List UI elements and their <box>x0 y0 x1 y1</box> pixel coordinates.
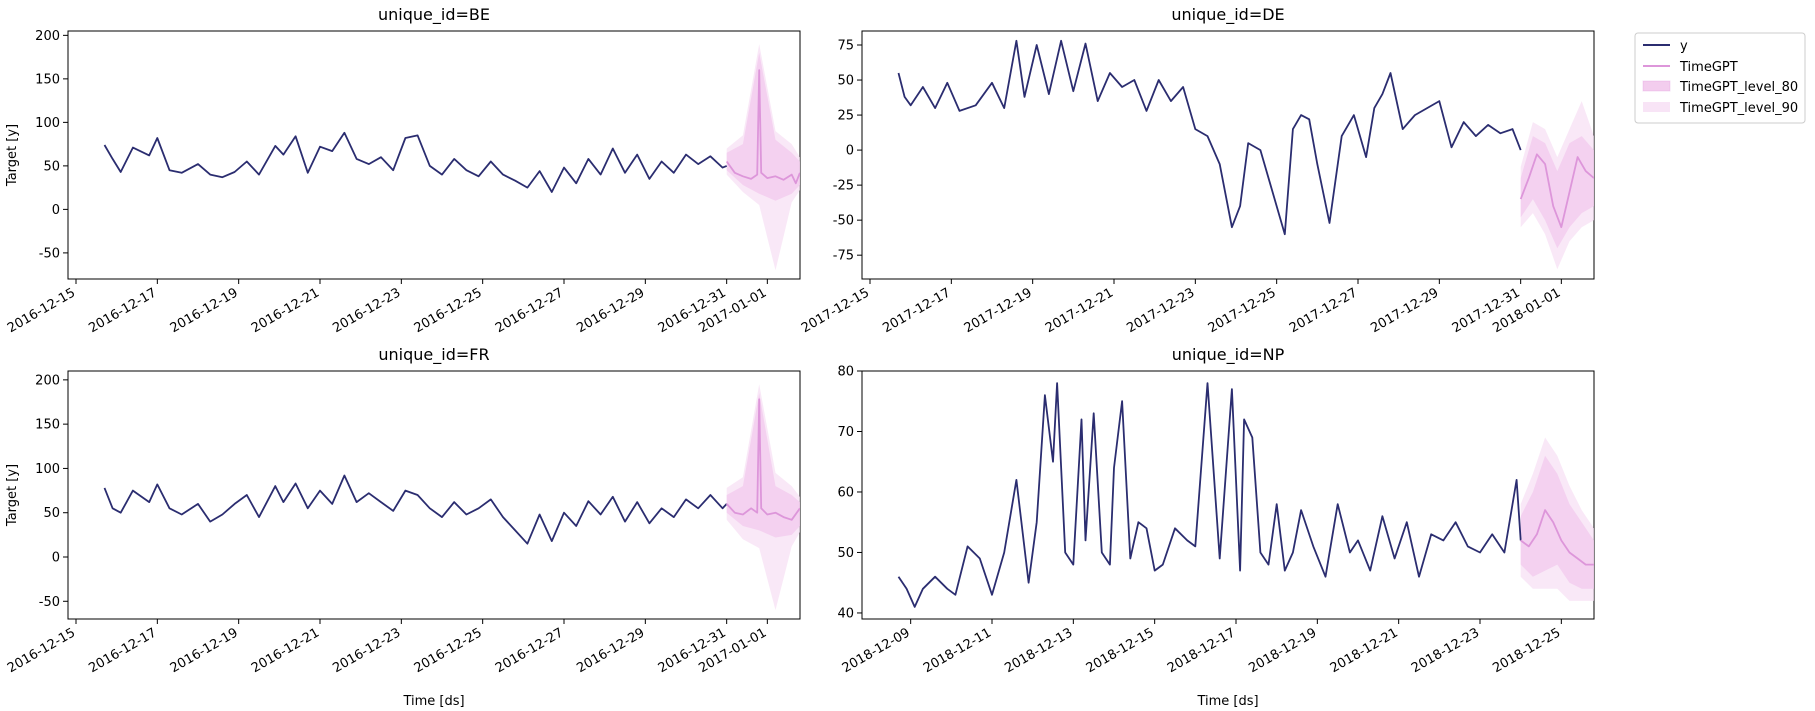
y-tick-label: -25 <box>833 179 854 194</box>
series-line-timegpt <box>726 398 800 521</box>
axes-frame <box>861 370 1595 620</box>
x-tick-label: 2016-12-23 <box>330 285 403 336</box>
plot-area <box>103 44 800 271</box>
x-tick-label: 2018-12-25 <box>1490 625 1563 676</box>
plot-area <box>897 382 1594 608</box>
panel-title: unique_id=DE <box>1171 5 1284 25</box>
legend-label-y: y <box>1680 39 1688 54</box>
legend-label-timegpt: TimeGPT <box>1679 60 1738 75</box>
y-tick-label: 60 <box>837 485 854 500</box>
x-tick-label: 2017-12-15 <box>799 285 872 336</box>
series-line-timegpt <box>1520 509 1594 566</box>
legend-swatch-level-90 <box>1643 102 1670 112</box>
x-tick-label: 2018-12-13 <box>1002 625 1075 676</box>
y-tick-label: -50 <box>39 246 60 261</box>
y-tick-label: 100 <box>35 116 60 131</box>
x-tick-label: 2016-12-21 <box>249 625 322 676</box>
y-tick-label: 200 <box>35 373 60 388</box>
y-tick-label: 0 <box>52 551 60 566</box>
legend-swatch-level-80 <box>1642 80 1671 92</box>
x-axis-label: Time [ds] <box>1196 694 1258 709</box>
panel-title: unique_id=BE <box>378 5 490 25</box>
series-line-timegpt <box>725 69 800 185</box>
y-tick-label: 80 <box>837 365 854 380</box>
series-line-y <box>103 474 728 545</box>
axes-frame <box>67 30 801 280</box>
x-tick-label: 2018-12-23 <box>1409 625 1482 676</box>
x-tick-label: 2016-12-15 <box>5 625 78 676</box>
y-tick-label: 50 <box>837 546 854 561</box>
axes-frame <box>861 30 1595 280</box>
y-tick-label: -50 <box>39 595 60 610</box>
y-tick-label: 150 <box>35 72 60 87</box>
plot-area <box>103 384 800 611</box>
x-tick-label: 2016-12-17 <box>86 285 159 336</box>
y-axis-label: Target [y] <box>5 124 20 187</box>
x-tick-label: 2016-12-17 <box>86 625 159 676</box>
x-tick-label: 2016-12-23 <box>330 625 403 676</box>
y-tick-label: 50 <box>43 159 60 174</box>
y-tick-label: -75 <box>833 249 854 264</box>
legend-frame <box>1634 32 1806 124</box>
x-tick-label: 2016-12-29 <box>574 285 647 336</box>
panel-title: unique_id=FR <box>378 345 489 365</box>
x-tick-label: 2016-12-19 <box>168 625 241 676</box>
x-tick-label: 2016-12-25 <box>412 625 485 676</box>
x-tick-label: 2017-12-19 <box>962 285 1035 336</box>
y-tick-label: 40 <box>837 606 854 621</box>
x-tick-label: 2018-12-11 <box>921 625 994 676</box>
y-tick-label: 70 <box>837 425 854 440</box>
x-tick-label: 2017-12-25 <box>1206 285 1279 336</box>
x-tick-label: 2016-12-27 <box>493 625 566 676</box>
series-line-y <box>897 39 1522 236</box>
x-tick-label: 2016-12-25 <box>412 285 485 336</box>
legend: y TimeGPT TimeGPT_level_80 TimeGPT_level… <box>1634 32 1806 124</box>
series-band-level-80 <box>726 52 800 201</box>
y-tick-label: 100 <box>35 462 60 477</box>
y-tick-label: 50 <box>43 506 60 521</box>
x-tick-label: 2018-12-19 <box>1246 625 1319 676</box>
x-tick-label: 2016-12-29 <box>574 625 647 676</box>
series-line-y <box>103 131 728 193</box>
x-tick-label: 2017-12-17 <box>880 285 953 336</box>
panel-title: unique_id=NP <box>1172 345 1285 365</box>
y-tick-label: 150 <box>35 418 60 433</box>
x-tick-label: 2016-12-21 <box>249 285 322 336</box>
legend-label-level-90: TimeGPT_level_90 <box>1679 101 1798 116</box>
y-axis-label: Target [y] <box>5 464 20 527</box>
y-tick-label: 0 <box>52 203 60 218</box>
x-tick-label: 2018-12-15 <box>1084 625 1157 676</box>
series-band-level-80 <box>1520 455 1594 589</box>
y-tick-label: 0 <box>846 144 854 159</box>
series-line-timegpt <box>1519 153 1594 229</box>
series-line-y <box>897 382 1522 608</box>
x-tick-label: 2016-12-19 <box>168 285 241 336</box>
y-tick-label: 25 <box>837 109 854 124</box>
series-band-level-80 <box>1520 136 1594 249</box>
y-tick-label: -50 <box>833 214 854 229</box>
x-tick-label: 2017-12-27 <box>1287 285 1360 336</box>
x-tick-label: 2018-12-09 <box>840 625 913 676</box>
x-tick-label: 2018-12-21 <box>1328 625 1401 676</box>
y-tick-label: 75 <box>837 39 854 54</box>
y-tick-label: 50 <box>837 74 854 89</box>
plot-area <box>897 39 1594 270</box>
x-tick-label: 2017-12-21 <box>1043 285 1116 336</box>
x-tick-label: 2018-12-17 <box>1165 625 1238 676</box>
y-tick-label: 200 <box>35 29 60 44</box>
x-tick-label: 2016-12-15 <box>5 285 78 336</box>
series-band-level-80 <box>726 393 800 538</box>
x-axis-label: Time [ds] <box>402 694 464 709</box>
x-tick-label: 2017-12-29 <box>1368 285 1441 336</box>
axes-frame <box>67 370 801 620</box>
x-tick-label: 2017-12-23 <box>1124 285 1197 336</box>
legend-label-level-80: TimeGPT_level_80 <box>1679 80 1798 95</box>
x-tick-label: 2016-12-27 <box>493 285 566 336</box>
